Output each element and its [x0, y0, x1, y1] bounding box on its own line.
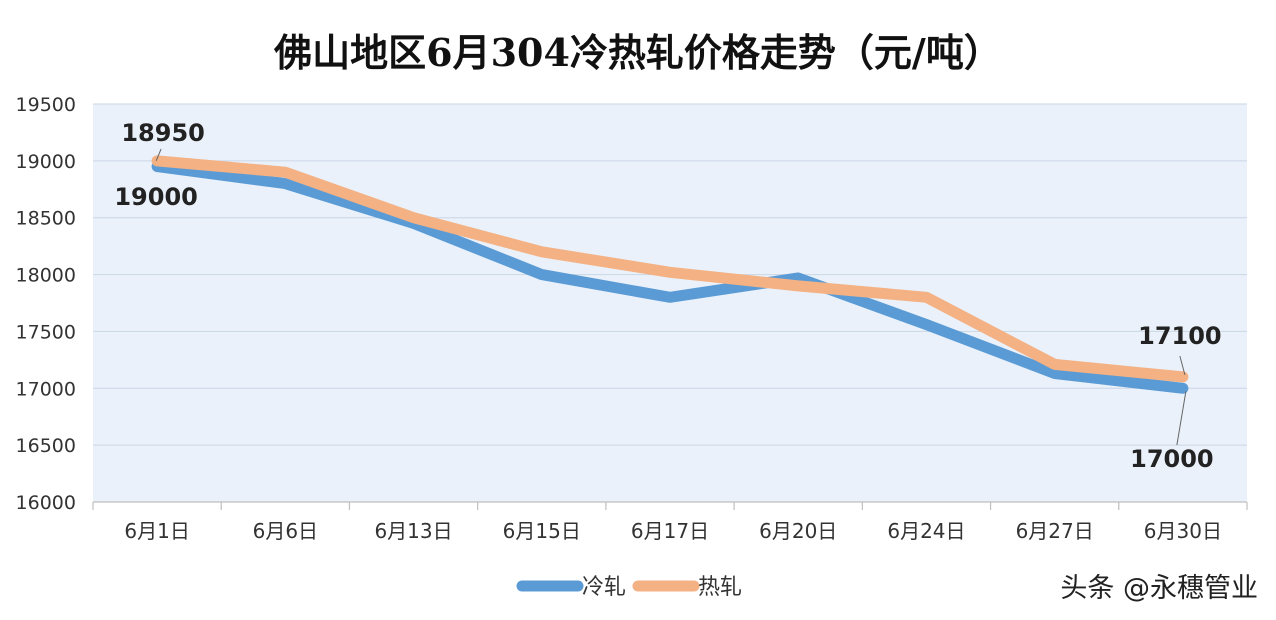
- x-tick-label: 6月24日: [887, 519, 965, 543]
- data-point: [284, 171, 287, 174]
- leader-line: [155, 148, 162, 162]
- data-label: 19000: [114, 183, 198, 211]
- data-point: [540, 250, 543, 253]
- x-tick-label: 6月17日: [631, 519, 709, 543]
- y-tick-label: 18000: [16, 265, 76, 287]
- y-tick-label: 16000: [16, 492, 76, 514]
- data-label: 17000: [1130, 445, 1214, 473]
- series-lines: [151, 155, 1189, 394]
- y-tick-label: 19500: [16, 94, 76, 116]
- x-axis: 6月1日 6月6日 6月13日 6月15日 6月17日 6月20日 6月24日 6月27日 6月…: [92, 501, 1248, 543]
- data-point: [412, 216, 415, 219]
- x-tick-label: 6月6日: [253, 519, 318, 543]
- data-point: [797, 276, 800, 279]
- legend-label: 冷轧: [582, 575, 626, 600]
- y-tick-label: 18500: [16, 208, 76, 230]
- data-point: [540, 273, 543, 276]
- data-point: [1181, 375, 1184, 378]
- data-point: [1181, 387, 1184, 390]
- data-point: [669, 271, 671, 274]
- data-point: [797, 284, 800, 287]
- x-tick-label: 6月20日: [759, 519, 837, 543]
- data-point: [925, 323, 928, 326]
- data-label: 17100: [1138, 322, 1222, 350]
- y-tick-label: 19000: [16, 151, 76, 173]
- y-tick-label: 17500: [16, 321, 76, 343]
- data-point: [1053, 372, 1056, 375]
- watermark: 头条 @永穗管业: [1060, 573, 1258, 604]
- x-tick-label: 6月15日: [503, 519, 581, 543]
- x-tick-label: 6月27日: [1016, 519, 1094, 543]
- leader-line: [1176, 391, 1187, 446]
- chart-title: 佛山地区6月304冷热轧价格走势（元/吨）: [274, 30, 1002, 75]
- data-point: [925, 296, 928, 299]
- data-point: [284, 182, 287, 185]
- leader-line: [1179, 355, 1186, 376]
- data-point: [669, 296, 671, 299]
- data-label: 18950: [121, 119, 205, 147]
- y-axis-tick-labels: 16000 16500 17000 17500 18000 18500 19000 19500: [16, 94, 76, 514]
- legend: 冷轧 热轧: [516, 575, 742, 600]
- y-tick-label: 16500: [16, 435, 76, 457]
- legend-label: 热轧: [698, 575, 742, 600]
- x-tick-label: 6月13日: [374, 519, 452, 543]
- y-tick-label: 17000: [16, 378, 76, 400]
- plot-area: [93, 104, 1247, 502]
- data-labels: 18950 19000 17100 17000: [114, 119, 1221, 473]
- data-point: [1053, 363, 1056, 366]
- x-tick-label: 6月30日: [1144, 519, 1222, 543]
- x-tick-label: 6月1日: [124, 519, 189, 543]
